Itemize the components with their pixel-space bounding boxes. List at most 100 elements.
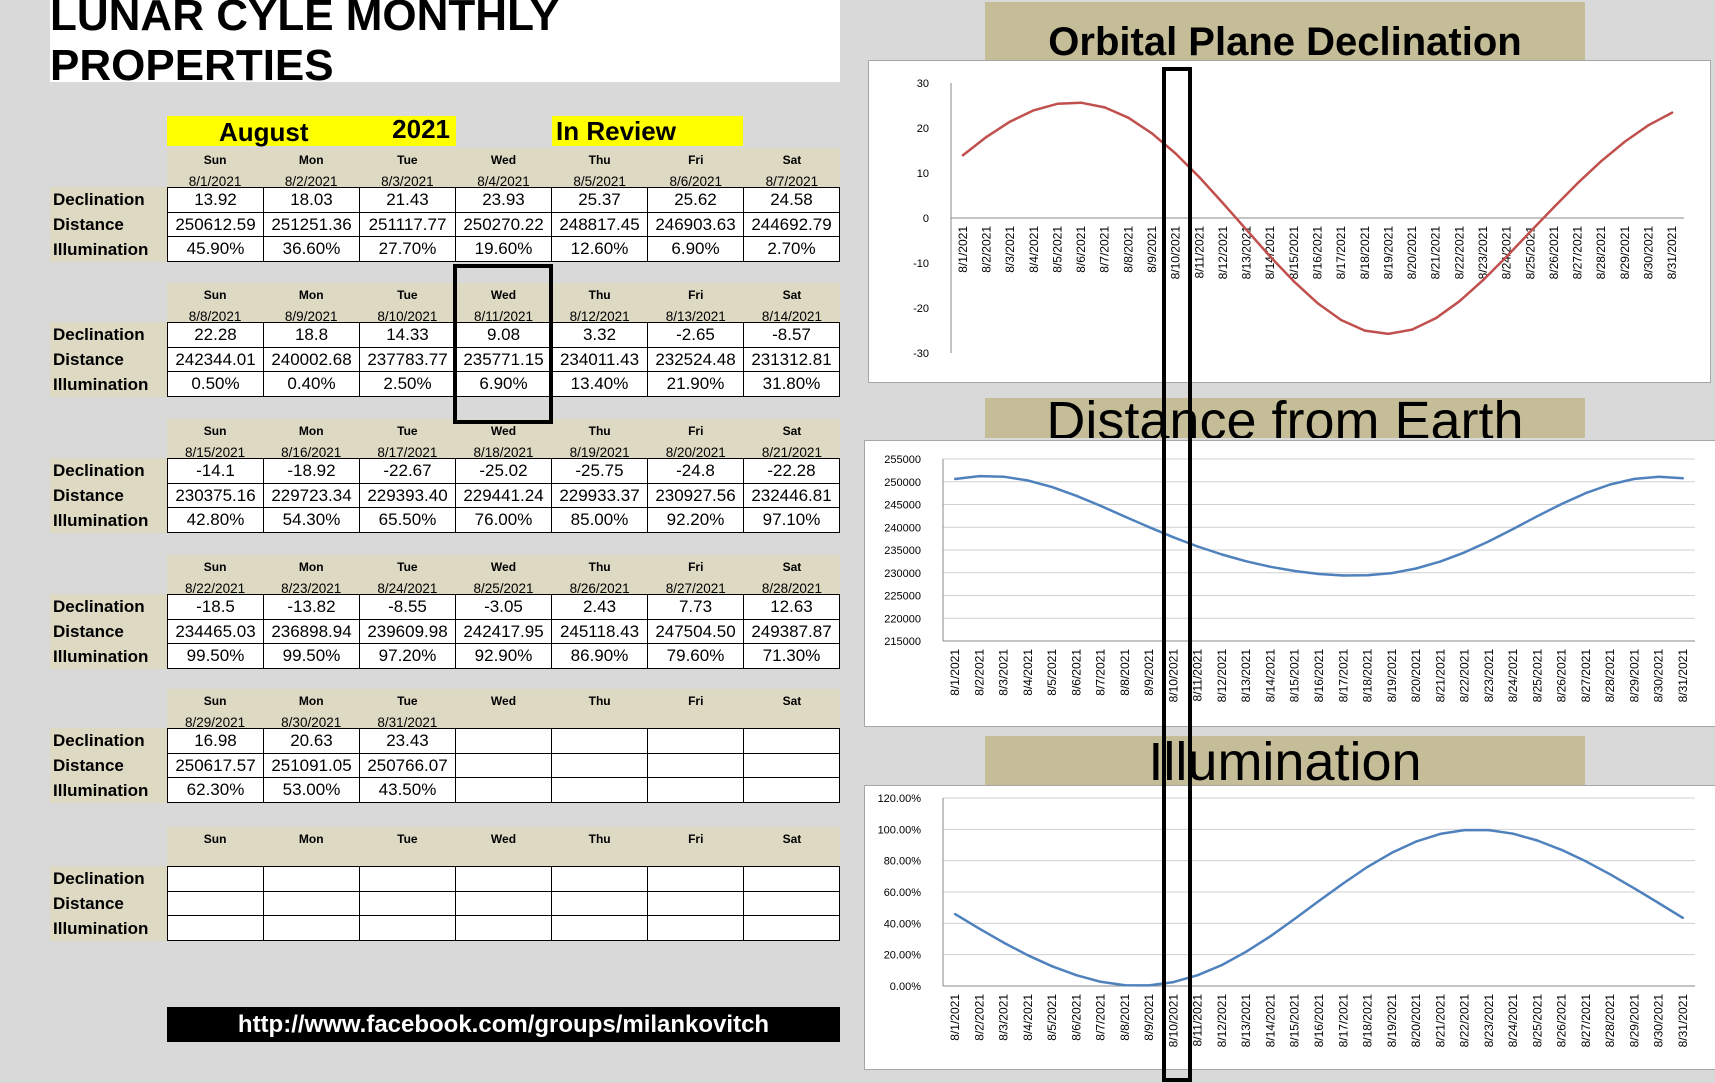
illumination-cell: 79.60% (648, 644, 744, 669)
month-year-banner: August 2021 (167, 114, 456, 147)
row-labels: Declination Distance Illumination (50, 866, 167, 941)
x-tick-label: 8/25/2021 (1530, 649, 1544, 703)
day-name: Sun (203, 832, 227, 846)
day-header: Sun (167, 827, 263, 866)
data-point (1342, 882, 1345, 885)
distance-cell: 249387.87 (744, 619, 840, 645)
x-tick-label: 8/1/2021 (956, 226, 970, 273)
x-tick-label: 8/7/2021 (1094, 994, 1108, 1041)
declination-cell: -25.75 (552, 459, 648, 484)
day-header: Fri (648, 689, 744, 728)
x-tick-label: 8/7/2021 (1098, 226, 1112, 273)
day-date: 8/7/2021 (765, 174, 819, 189)
x-tick-label: 8/10/2021 (1166, 649, 1180, 703)
x-tick-label: 8/25/2021 (1523, 226, 1537, 280)
day-header: Wed 8/11/2021 (455, 283, 551, 324)
y-tick-label: 255000 (884, 454, 921, 466)
day-date: 8/22/2021 (185, 581, 246, 596)
data-point (1269, 255, 1272, 258)
illumination-cell (168, 916, 264, 941)
illumination-cell: 12.60% (552, 237, 648, 262)
declination-cell: 7.73 (648, 595, 744, 620)
chart-title-declination: Orbital Plane Declination (1048, 20, 1522, 60)
series-line (954, 828, 1684, 987)
day-header: Mon 8/16/2021 (263, 419, 359, 460)
declination-cell: 24.58 (744, 188, 840, 213)
day-header: Tue 8/10/2021 (359, 283, 455, 324)
x-tick-label: 8/17/2021 (1334, 226, 1348, 280)
illumination-cell: 85.00% (552, 508, 648, 533)
x-tick-label: 8/19/2021 (1385, 649, 1399, 703)
row-label-distance: Distance (53, 622, 124, 641)
chart-title-illumination: Illumination (1148, 736, 1422, 786)
data-point (1657, 901, 1660, 905)
x-tick-label: 8/8/2021 (1121, 226, 1135, 273)
day-name: Mon (298, 153, 324, 167)
data-point (953, 477, 957, 481)
row-label-distance: Distance (53, 215, 124, 234)
illumination-cell (648, 778, 744, 803)
y-tick-label: -20 (913, 303, 929, 315)
illumination-cell (744, 778, 840, 803)
data-point (1536, 839, 1539, 842)
data-point (1390, 851, 1393, 855)
highlight-box-table (453, 264, 553, 424)
distance-cell: 250270.22 (456, 212, 552, 238)
week-header: Sun 8/8/2021 Mon 8/9/2021 Tue 8/10/2021 Wed 8/1… (167, 283, 840, 324)
x-tick-label: 8/17/2021 (1336, 994, 1350, 1048)
day-header: Sat 8/7/2021 (744, 148, 840, 189)
data-point (1458, 300, 1461, 303)
data-point (1363, 329, 1366, 332)
day-name: Fri (688, 832, 704, 846)
x-tick-label: 8/13/2021 (1240, 226, 1254, 280)
declination-cell: -25.02 (456, 459, 552, 484)
data-point (1317, 572, 1321, 576)
distance-cell: 229441.24 (456, 483, 552, 509)
declination-cell: -18.92 (264, 459, 360, 484)
declination-cell: -3.05 (456, 595, 552, 620)
declination-cell: -18.5 (168, 595, 264, 620)
day-name: Mon (298, 424, 324, 438)
x-tick-label: 8/21/2021 (1433, 994, 1447, 1048)
day-header: Tue (359, 827, 455, 866)
distance-cell: 237783.77 (360, 347, 456, 373)
week-values-grid: 22.28 18.8 14.33 9.08 3.32 -2.65 -8.57 242344.0… (167, 322, 840, 397)
row-labels: Declination Distance Illumination (50, 728, 167, 803)
data-point (1463, 828, 1466, 832)
day-name: Wed (490, 288, 517, 302)
x-tick-label: 8/23/2021 (1476, 226, 1490, 280)
distance-cell: 250766.07 (360, 753, 456, 779)
data-point (1245, 228, 1248, 232)
day-date: 8/15/2021 (185, 445, 246, 460)
x-tick-label: 8/22/2021 (1458, 994, 1472, 1048)
data-point (1670, 111, 1674, 114)
x-tick-label: 8/31/2021 (1676, 994, 1690, 1048)
data-point (1342, 574, 1345, 577)
day-header: Sun 8/8/2021 (167, 283, 263, 324)
distance-cell (360, 891, 456, 917)
data-point (1002, 941, 1005, 944)
x-tick-label: 8/31/2021 (1665, 226, 1679, 280)
day-date: 8/8/2021 (188, 309, 242, 324)
data-point (1390, 571, 1393, 575)
data-point (1511, 832, 1515, 835)
x-tick-label: 8/22/2021 (1452, 226, 1466, 280)
data-point (1099, 980, 1102, 983)
x-tick-label: 8/14/2021 (1263, 226, 1277, 280)
declination-cell: 21.43 (360, 188, 456, 213)
illumination-cell (264, 916, 360, 941)
data-point (1339, 318, 1343, 322)
data-point (1075, 973, 1078, 977)
day-date: 8/29/2021 (185, 715, 246, 730)
illumination-cell: 19.60% (456, 237, 552, 262)
distance-cell (168, 891, 264, 917)
url-link[interactable]: http://www.facebook.com/groups/milankovi… (167, 1007, 840, 1042)
x-tick-label: 8/5/2021 (1045, 649, 1059, 696)
illumination-cell: 6.90% (648, 237, 744, 262)
day-date: 8/31/2021 (377, 715, 438, 730)
chart-title-banner-3: Illumination (985, 736, 1585, 786)
day-header: Mon (263, 827, 359, 866)
x-tick-label: 8/16/2021 (1312, 649, 1326, 703)
data-point (1414, 840, 1418, 843)
y-tick-label: 0.00% (890, 981, 921, 993)
